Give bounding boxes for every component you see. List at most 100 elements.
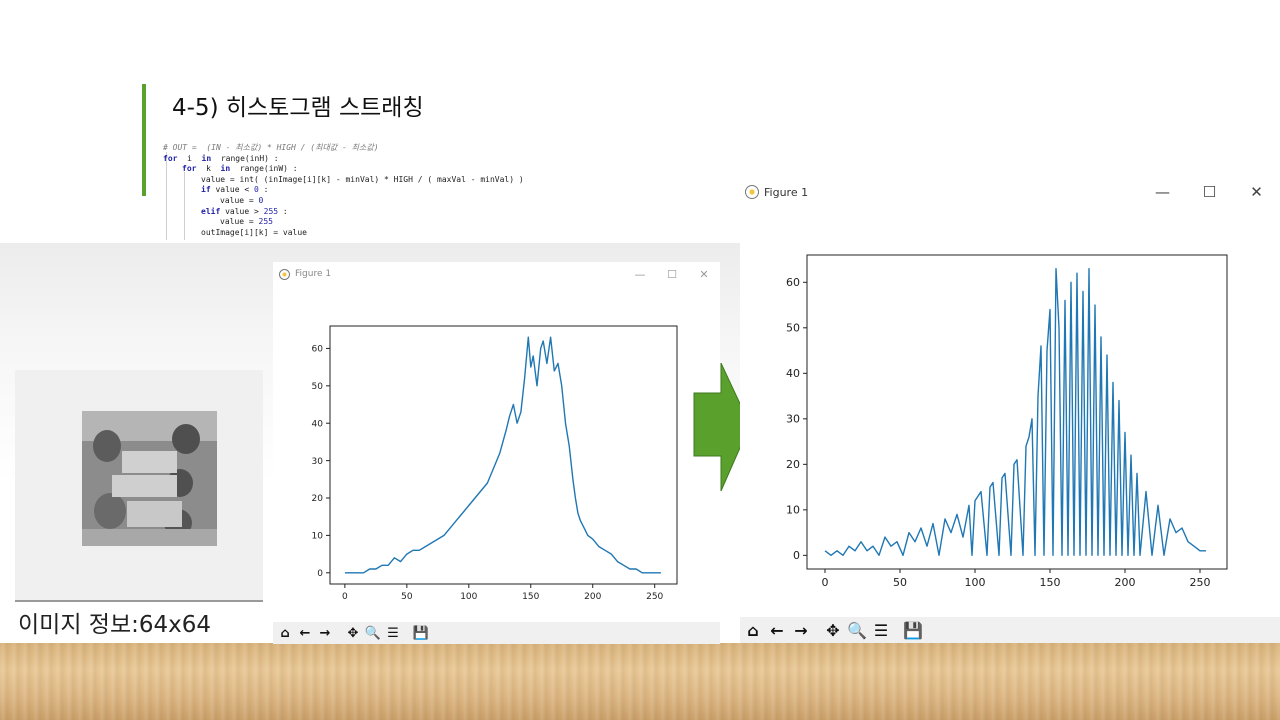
indent-guide [184, 172, 185, 240]
code-line: for k in range(inW) : [163, 164, 524, 175]
code-token: # OUT = (IN - 최소값) * HIGH / (최대값 - 최소값) [163, 143, 379, 152]
y-tick-label: 20 [312, 494, 324, 504]
x-tick-label: 150 [1040, 576, 1061, 589]
x-tick-label: 250 [1190, 576, 1211, 589]
home-icon[interactable]: ⌂ [747, 620, 759, 640]
y-tick-label: 0 [317, 569, 323, 579]
x-tick-label: 0 [822, 576, 829, 589]
forward-arrow-icon[interactable]: → [319, 625, 331, 641]
grayscale-photo [82, 411, 217, 546]
code-token: value = [220, 195, 259, 205]
code-token: range(inW) : [230, 164, 298, 174]
maximize-button[interactable]: ☐ [1202, 183, 1217, 201]
y-tick-label: 50 [786, 322, 800, 335]
wood-floor-background [0, 643, 1280, 720]
code-line: outImage[i][k] = value [163, 228, 524, 239]
code-token: 255 [258, 217, 273, 227]
x-tick-label: 100 [965, 576, 986, 589]
code-token: value > [220, 206, 264, 216]
x-tick-label: 250 [646, 592, 663, 602]
code-token: range(inH) : [211, 153, 279, 163]
y-tick-label: 50 [312, 382, 324, 392]
y-tick-label: 60 [786, 276, 800, 289]
series-line [824, 268, 1206, 556]
code-token: for [163, 153, 178, 163]
y-tick-label: 40 [312, 419, 324, 429]
configure-subplots-icon[interactable]: ☰ [387, 625, 399, 641]
code-line: for i in range(inH) : [163, 154, 524, 165]
series-line [344, 336, 661, 574]
y-tick-label: 30 [786, 413, 800, 426]
code-token: k [196, 164, 221, 174]
window-title: Figure 1 [764, 185, 809, 199]
code-token: 0 [258, 195, 264, 205]
pan-icon[interactable]: ✥ [826, 620, 840, 640]
y-tick-label: 10 [312, 532, 324, 542]
window-title: Figure 1 [295, 269, 332, 279]
figure-window-original: Figure 1 — ☐ ✕ 0 50 100 150 200 250 0 10 20 30 40 5… [273, 262, 720, 644]
title-bar[interactable]: Figure 1 — ☐ ✕ [740, 176, 1280, 208]
x-tick-label: 100 [460, 592, 477, 602]
code-line: # OUT = (IN - 최소값) * HIGH / (최대값 - 최소값) [163, 143, 524, 154]
code-token: 0 [254, 185, 259, 195]
matplotlib-app-icon [745, 185, 759, 199]
y-tick-label: 10 [786, 504, 800, 517]
code-line: value = 0 [163, 196, 524, 207]
code-token: : [278, 206, 288, 216]
save-icon[interactable]: 💾 [412, 625, 430, 641]
figure-toolbar: ⌂ ← → ✥ 🔍 ☰ 💾 [273, 622, 720, 644]
zoom-icon[interactable]: 🔍 [847, 620, 867, 640]
title-accent-bar [142, 84, 146, 196]
pan-icon[interactable]: ✥ [347, 625, 359, 641]
code-line: value = int( (inImage[i][k] - minVal) * … [163, 175, 524, 186]
configure-subplots-icon[interactable]: ☰ [873, 620, 889, 640]
code-line: if value < 0 : [163, 185, 524, 196]
plot-area [329, 325, 678, 585]
matplotlib-app-icon [279, 268, 290, 280]
x-tick-label: 50 [893, 576, 907, 589]
code-token: in [201, 153, 212, 163]
home-icon[interactable]: ⌂ [280, 625, 290, 641]
close-button[interactable]: ✕ [1250, 183, 1263, 201]
y-tick-label: 30 [312, 457, 324, 467]
maximize-button[interactable]: ☐ [667, 267, 677, 281]
x-tick-label: 50 [401, 592, 413, 602]
x-tick-label: 0 [342, 592, 348, 602]
x-tick-label: 200 [1115, 576, 1136, 589]
close-button[interactable]: ✕ [699, 267, 709, 281]
minimize-button[interactable]: — [634, 267, 646, 281]
minimize-button[interactable]: — [1155, 183, 1170, 201]
right-arrow-icon [693, 363, 751, 492]
indent-guide [166, 152, 167, 240]
back-arrow-icon[interactable]: ← [299, 625, 311, 641]
figure-toolbar: ⌂ ← → ✥ 🔍 ☰ 💾 [740, 617, 1280, 643]
code-token: i [177, 153, 202, 163]
x-tick-label: 150 [522, 592, 539, 602]
code-token: value = int( (inImage[i][k] - minVal) * … [201, 174, 524, 184]
histogram-chart-stretched: 0 50 100 150 200 250 0 10 20 30 40 50 60 [786, 254, 1228, 589]
back-arrow-icon[interactable]: ← [770, 620, 784, 640]
code-snippet: # OUT = (IN - 최소값) * HIGH / (최대값 - 최소값) f… [163, 143, 524, 238]
code-token: in [220, 164, 231, 174]
code-token: value = [220, 217, 259, 227]
zoom-icon[interactable]: 🔍 [364, 625, 382, 641]
y-tick-label: 60 [312, 345, 324, 355]
figure-window-stretched: Figure 1 — ☐ ✕ 0 50 100 150 200 250 0 10 20 30 40 5… [740, 176, 1280, 643]
image-info-label: 이미지 정보:64x64 [18, 612, 212, 638]
code-line: elif value > 255 : [163, 207, 524, 218]
title-bar[interactable]: Figure 1 — ☐ ✕ [273, 262, 720, 286]
histogram-chart-original: 0 50 100 150 200 250 0 10 20 30 40 50 60 [312, 325, 678, 602]
code-token: for [182, 164, 197, 174]
code-token: 255 [263, 206, 279, 216]
save-icon[interactable]: 💾 [903, 620, 923, 640]
code-token: outImage[i][k] = value [201, 227, 307, 237]
y-tick-label: 0 [793, 549, 800, 562]
code-token: elif [201, 206, 221, 216]
y-tick-label: 40 [786, 367, 800, 380]
slide-title: 4-5) 히스토그램 스트래칭 [172, 95, 424, 121]
code-token: if [201, 185, 211, 195]
image-info-divider [15, 600, 263, 602]
code-token: value < [210, 185, 254, 195]
plot-area [806, 254, 1228, 570]
forward-arrow-icon[interactable]: → [794, 620, 808, 640]
